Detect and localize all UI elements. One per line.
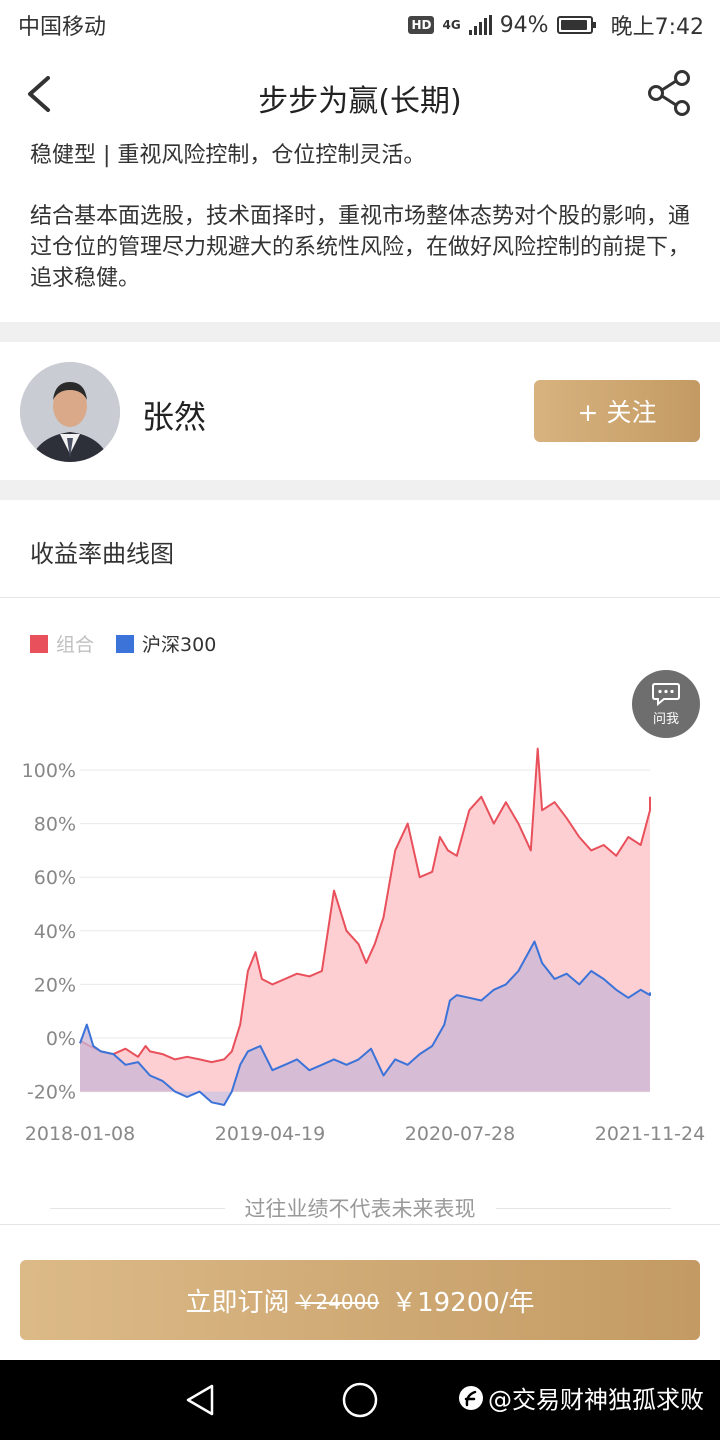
y-tick-label: 40%	[34, 921, 76, 943]
legend-swatch-index	[116, 634, 135, 653]
section-divider	[0, 480, 720, 500]
hd-badge: HD	[408, 16, 435, 34]
clock: 晚上7:42	[610, 15, 704, 40]
signal-icon	[468, 15, 492, 35]
strategy-type: 稳健型 | 重视风险控制，仓位控制灵活。	[30, 143, 426, 168]
page-title: 步步为赢(长期)	[258, 84, 462, 119]
y-tick-label: 20%	[34, 974, 76, 996]
header: 步步为赢(长期)	[0, 60, 720, 130]
chart-section-title: 收益率曲线图	[30, 540, 174, 568]
system-nav-bar: @交易财神独孤求败	[0, 1360, 720, 1440]
disclaimer-line-right	[495, 1207, 671, 1209]
watermark-text: @交易财神独孤求败	[488, 1386, 704, 1414]
avatar[interactable]	[20, 362, 120, 462]
watermark: @交易财神独孤求败	[458, 1380, 704, 1415]
back-arrow-icon[interactable]	[22, 74, 62, 114]
manager-card: 张然 + 关注	[0, 342, 720, 480]
y-tick-label: -20%	[27, 1082, 76, 1104]
follow-button[interactable]: + 关注	[534, 380, 700, 442]
manager-name: 张然	[142, 398, 207, 436]
legend-label-index: 沪深300	[142, 634, 217, 656]
subscribe-label: 立即订阅	[185, 1287, 290, 1318]
chat-bubble-icon	[652, 682, 680, 706]
legend-swatch-portfolio	[30, 634, 48, 653]
original-price: ￥24000	[295, 1289, 380, 1314]
strategy-detail: 结合基本面选股，技术面择时，重视市场整体态势对个股的影响，通过仓位的管理尽力规避…	[30, 204, 691, 291]
chart-legend: 组合 沪深300	[30, 630, 216, 657]
section-line	[0, 597, 720, 598]
subscribe-button[interactable]: 立即订阅 ￥24000 ￥19200/年	[20, 1260, 700, 1340]
disclaimer-text: 过往业绩不代表未来表现	[244, 1197, 476, 1221]
return-curve-chart: 100% 80% 60% 40% 20% 0% -20% 2018-01-08 2019-04-…	[22, 747, 705, 1145]
ask-me-button[interactable]: 问我	[632, 670, 700, 738]
legend-item-portfolio[interactable]: 组合	[30, 630, 94, 657]
share-icon[interactable]	[644, 68, 694, 118]
ask-me-label: 问我	[652, 711, 679, 727]
battery-percent: 94%	[499, 12, 549, 38]
y-tick-label: 100%	[22, 760, 76, 782]
y-tick-label: 80%	[34, 814, 76, 836]
status-icons: HD 4G 94% 晚上7:42	[408, 9, 704, 41]
bottom-border	[0, 1224, 720, 1225]
x-tick-label: 2020-07-28	[405, 1123, 515, 1145]
series-line-index	[79, 940, 651, 1106]
x-tick-label: 2021-11-24	[595, 1123, 705, 1145]
series-area-index	[80, 941, 650, 1105]
nav-back-icon[interactable]	[182, 1382, 218, 1418]
carrier-label: 中国移动	[18, 15, 107, 40]
disclaimer: 过往业绩不代表未来表现	[0, 1190, 720, 1226]
strategy-description: 稳健型 | 重视风险控制，仓位控制灵活。 结合基本面选股，技术面择时，重视市场整…	[30, 140, 690, 294]
x-tick-label: 2019-04-19	[215, 1123, 325, 1145]
legend-label-portfolio: 组合	[56, 634, 95, 656]
network-label: 4G	[442, 18, 461, 32]
section-divider	[0, 322, 720, 342]
battery-fill	[560, 20, 587, 30]
legend-item-index[interactable]: 沪深300	[116, 630, 216, 657]
x-tick-label: 2018-01-08	[25, 1123, 135, 1145]
avatar-portrait-icon	[20, 362, 120, 462]
status-bar: 中国移动 HD 4G 94% 晚上7:42	[0, 0, 720, 50]
battery-icon	[556, 16, 596, 34]
y-tick-label: 0%	[46, 1028, 76, 1050]
current-price: ￥19200/年	[391, 1287, 535, 1318]
series-line-portfolio	[79, 747, 651, 1064]
nav-home-icon[interactable]	[340, 1380, 380, 1420]
weibo-logo-icon	[459, 1385, 483, 1410]
disclaimer-line-left	[49, 1207, 225, 1209]
y-tick-label: 60%	[34, 867, 76, 889]
